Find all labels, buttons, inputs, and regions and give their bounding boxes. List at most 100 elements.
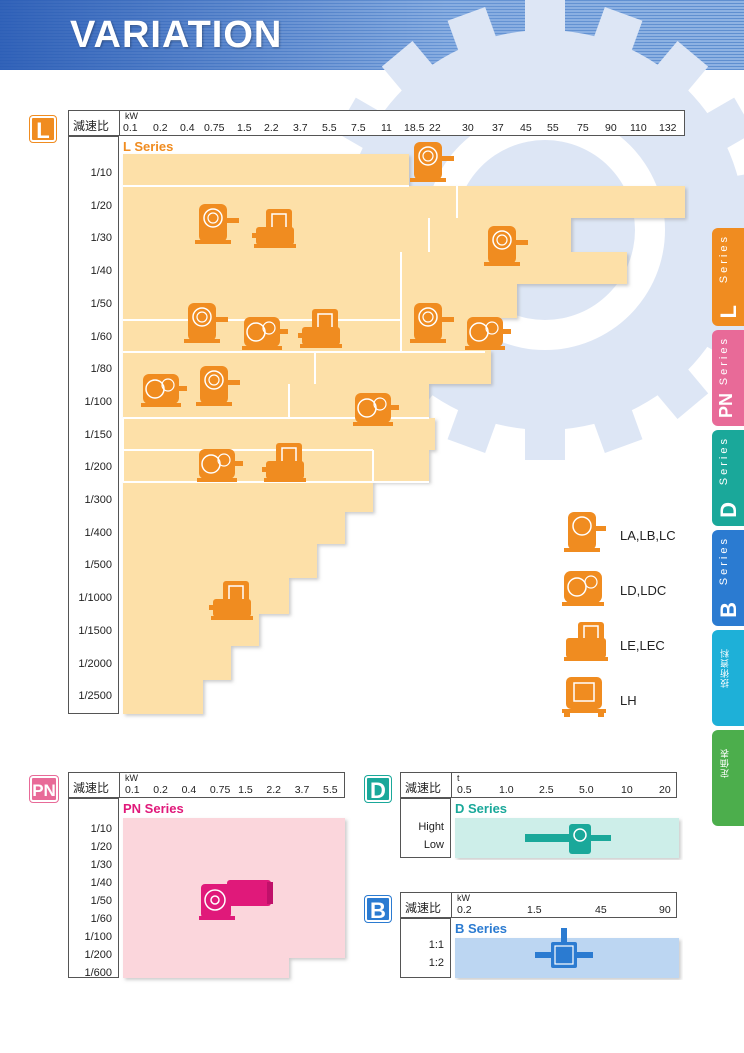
b-ratio-header: 減速比 <box>405 901 442 915</box>
l-ratio-label: 1/30 <box>90 232 112 245</box>
d-ratio-header: 減速比 <box>405 781 442 795</box>
pn-tick-label: 3.7 <box>294 784 310 796</box>
l-tick-label: 110 <box>630 122 647 134</box>
l-ratio-label: 1/60 <box>90 330 112 343</box>
d-series-chart: D Series <box>455 801 679 858</box>
side-tab-letter: D <box>716 502 741 518</box>
l-ratio-label: 1/2000 <box>78 657 112 670</box>
pn-series-badge: PN <box>30 776 58 802</box>
l-ratio-column: 1/10 1/20 1/30 1/40 1/50 1/60 1/80 1/100 1/150 1/… <box>68 136 119 714</box>
la-type-gear-icon <box>410 142 454 182</box>
l-tick-label: 37 <box>492 122 504 134</box>
pn-tick-label: 0.2 <box>153 784 168 796</box>
legend-label: LD,LDC <box>620 583 667 598</box>
side-tab-5[interactable]: 定価表 <box>712 730 744 826</box>
le-type-gear-icon <box>252 209 296 248</box>
l-tick-label: 18.5 <box>404 122 425 134</box>
d-tick-label: 0.5 <box>457 784 472 796</box>
l-ratio-label: 1/500 <box>84 559 112 572</box>
l-series-coverage-area <box>123 154 685 714</box>
la-type-gear-icon <box>196 366 240 406</box>
ld-type-gear-icon <box>197 449 243 482</box>
l-tick-label: 30 <box>462 122 474 134</box>
l-ratio-label: 1/40 <box>90 265 112 278</box>
d-tick-label: 5.0 <box>579 784 594 796</box>
pn-ratio-label: 1/200 <box>84 949 112 961</box>
side-tab-3[interactable]: Series B <box>712 530 744 626</box>
pn-series-chart: PN Series <box>123 801 345 978</box>
b-ratio-column: 1:1 1:2 <box>400 918 451 978</box>
b-kw-unit: kW <box>457 893 470 903</box>
b-series-label: B Series <box>455 921 507 936</box>
side-tab-0[interactable]: Series L <box>712 228 744 326</box>
side-tab-label: Series <box>718 536 730 586</box>
l-tick-label: 22 <box>429 122 441 134</box>
le-type-gear-icon <box>298 309 342 348</box>
page-title: VARIATION <box>70 14 283 56</box>
d-ratio-column: Hight Low <box>400 798 451 858</box>
side-tab-4[interactable]: 技術資料 <box>712 630 744 726</box>
side-tab-letter: PN <box>716 392 736 418</box>
l-ratio-label: 1/10 <box>90 167 112 179</box>
pn-ratio-column: 1/10 1/20 1/30 1/40 1/50 1/60 1/100 1/200 1/600 <box>68 798 119 979</box>
ld-type-gear-icon <box>141 374 187 407</box>
side-tab-letter: L <box>716 304 741 318</box>
pn-tick-label: 0.75 <box>209 784 231 796</box>
pn-ratio-label: 1/30 <box>90 859 112 871</box>
l-tick-label: 5.5 <box>322 122 337 134</box>
side-tab-label: 定価表 <box>720 748 730 778</box>
b-ratio-label: 1:1 <box>428 939 444 951</box>
l-ratio-label: 1/150 <box>84 428 112 441</box>
pn-ratio-label: 1/100 <box>84 931 112 943</box>
pn-kw-unit: kW <box>125 773 138 783</box>
l-ratio-label: 1/50 <box>90 297 112 310</box>
la-type-gear-icon <box>195 204 239 244</box>
legend-label: LE,LEC <box>620 638 665 653</box>
ld-type-gear-icon <box>242 317 288 350</box>
d-tick-label: 20 <box>659 784 671 796</box>
l-tick-label: 45 <box>520 122 532 134</box>
l-tick-label: 1.5 <box>237 122 252 134</box>
d-header-row: 減速比 t 0.5 1.0 2.5 5.0 10 20 <box>400 772 677 798</box>
pn-ratio-label: 1/10 <box>90 823 112 835</box>
pn-ratio-label: 1/40 <box>90 877 112 889</box>
side-tab-1[interactable]: Series PN <box>712 330 744 426</box>
legend-label: LA,LB,LC <box>620 528 676 543</box>
l-tick-label: 7.5 <box>351 122 366 134</box>
l-ratio-header: 減速比 <box>73 119 110 133</box>
l-ratio-label: 1/1500 <box>78 624 112 637</box>
pn-tick-label: 0.1 <box>125 784 140 796</box>
b-series-badge: B <box>365 896 391 923</box>
side-tab-letter: B <box>716 602 741 618</box>
b-ratio-label: 1:2 <box>428 957 444 969</box>
l-ratio-label: 1/80 <box>90 363 112 376</box>
side-tab-label: Series <box>718 336 730 386</box>
l-header-row: 減速比 kW 0.1 0.2 0.4 0.75 1.5 2.2 3.7 5.5 7.5 11 18.… <box>68 110 685 136</box>
side-tab-label: Series <box>718 234 730 284</box>
l-tick-label: 0.2 <box>153 122 168 134</box>
side-tab-2[interactable]: Series D <box>712 430 744 526</box>
la-type-gear-icon <box>410 303 454 343</box>
l-ratio-label: 1/400 <box>84 526 112 539</box>
pn-tick-label: 2.2 <box>266 784 282 796</box>
l-tick-label: 11 <box>381 122 392 134</box>
l-ratio-label: 1/20 <box>90 199 112 212</box>
d-series-label: D Series <box>455 801 507 816</box>
l-ratio-label: 1/1000 <box>78 592 112 605</box>
side-tab-label: 技術資料 <box>720 648 730 688</box>
l-ratio-label: 1/300 <box>84 494 112 506</box>
l-tick-label: 75 <box>577 122 589 134</box>
le-type-gear-icon <box>209 581 253 620</box>
l-kw-unit: kW <box>125 111 138 121</box>
pn-header-row: 減速比 kW 0.1 0.2 0.4 0.75 1.5 2.2 3.7 5.5 <box>68 772 345 798</box>
l-tick-label: 0.1 <box>123 122 138 134</box>
pn-ratio-label: 1/60 <box>90 913 112 925</box>
le-type-gear-icon <box>564 622 608 661</box>
pn-tick-label: 5.5 <box>323 784 338 796</box>
l-tick-label: 2.2 <box>264 122 279 134</box>
l-tick-label: 3.7 <box>293 122 308 134</box>
side-tab-label: Series <box>718 436 730 486</box>
legend-label: LH <box>620 693 637 708</box>
la-type-gear-icon <box>564 512 606 552</box>
b-tick-label: 45 <box>595 904 607 916</box>
